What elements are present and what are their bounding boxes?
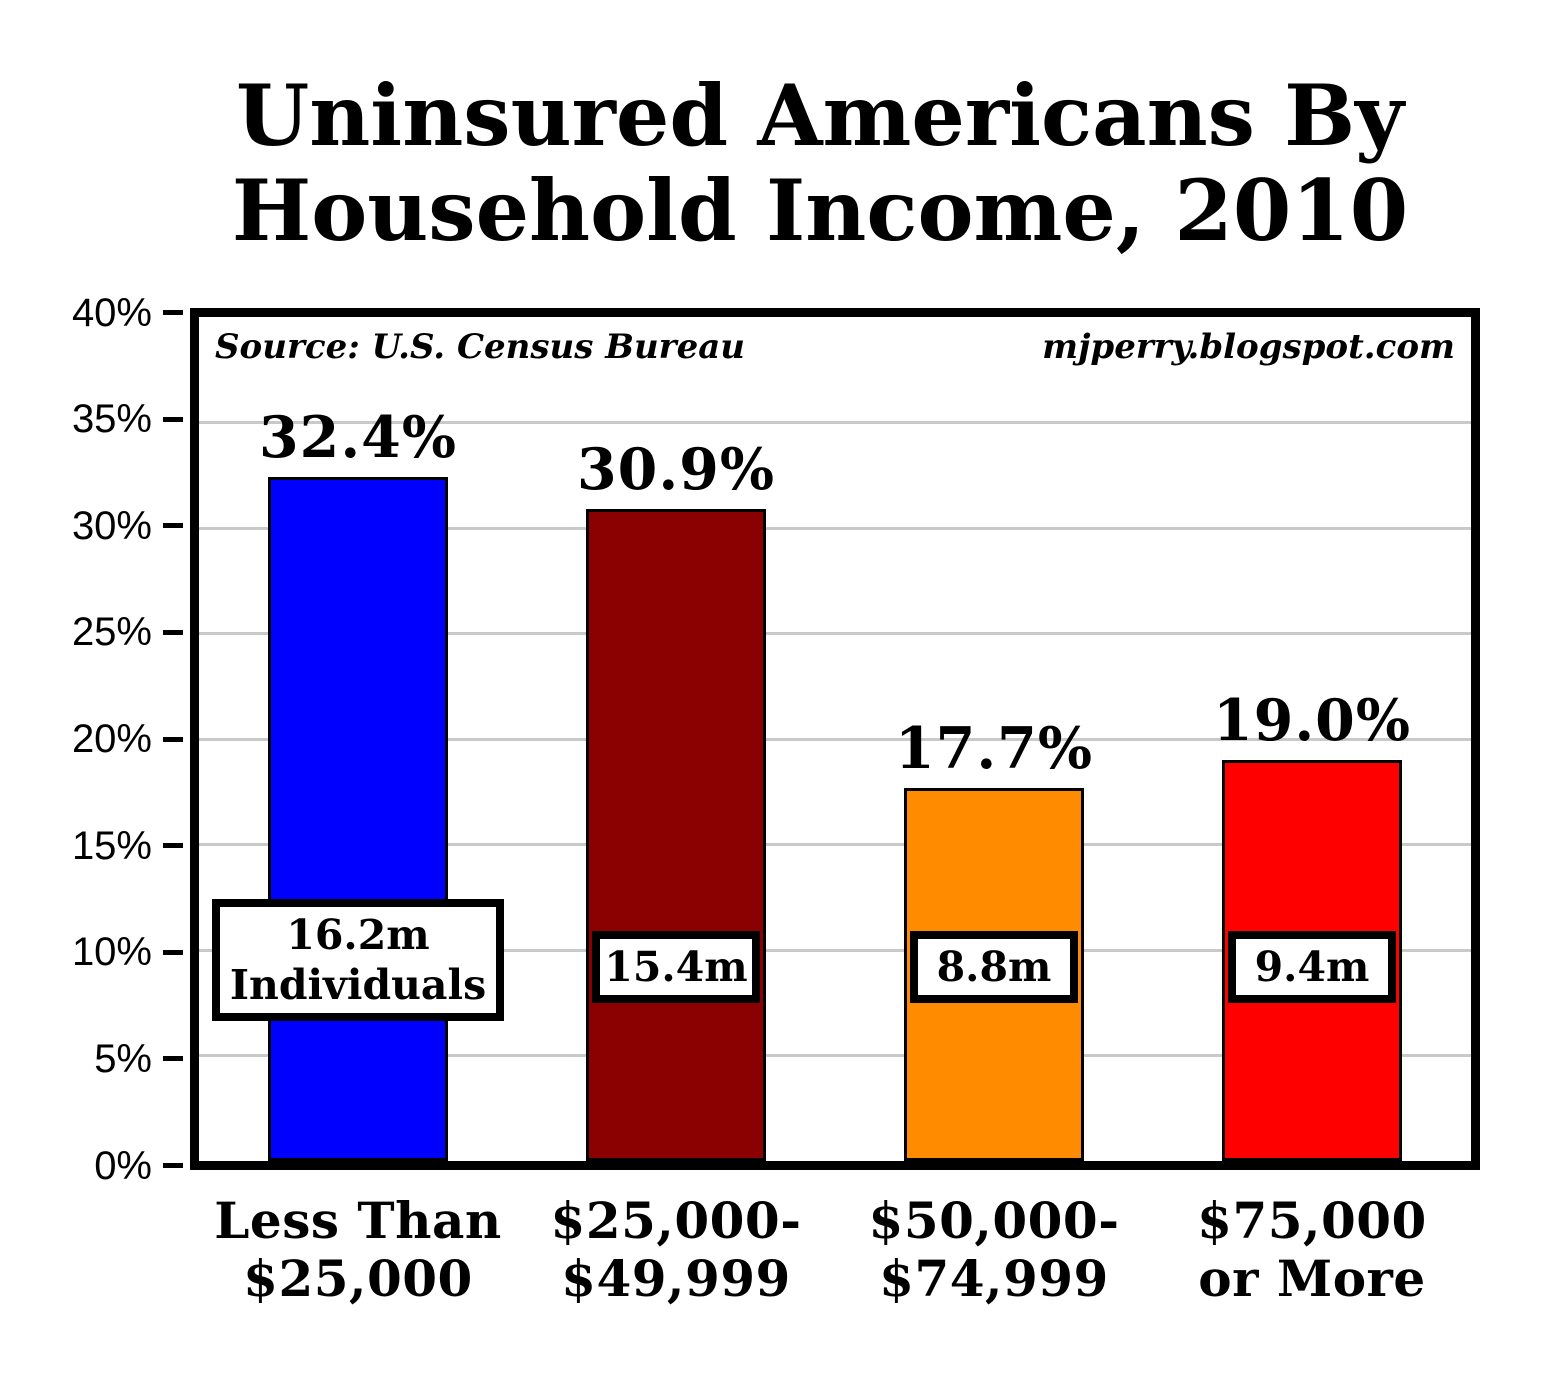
x-category-label: $50,000- $74,999: [868, 1191, 1120, 1308]
chart-title: Uninsured Americans By Household Income,…: [190, 68, 1450, 258]
x-category-label: Less Than $25,000: [214, 1191, 502, 1308]
bar-value-label: 17.7%: [895, 714, 1093, 782]
x-axis: Less Than $25,000 $25,000- $49,999 $50,000…: [199, 1192, 1471, 1352]
x-category-label: $75,000 or More: [1197, 1191, 1427, 1308]
gridline: [199, 737, 1471, 741]
y-tick: [163, 949, 183, 955]
watermark-url: mjperry.blogspot.com: [1042, 327, 1455, 367]
bar-count-badge: 8.8m: [910, 930, 1078, 1003]
bar-value-label: 30.9%: [577, 436, 775, 504]
gridline: [199, 1054, 1471, 1057]
chart-title-line2: Household Income, 2010: [231, 161, 1409, 260]
gridline: [199, 421, 1471, 424]
y-tick: [163, 1163, 183, 1168]
bar-count-badge: 15.4m: [592, 930, 760, 1003]
y-tick-label: 35%: [71, 397, 152, 442]
x-category-label: $25,000- $49,999: [550, 1191, 802, 1308]
plot-area: Source: U.S. Census Bureau mjperry.blogs…: [190, 308, 1480, 1170]
y-tick-label: 25%: [71, 610, 152, 655]
chart-title-line1: Uninsured Americans By: [235, 66, 1404, 165]
bar-count-badge: 16.2m Individuals: [212, 898, 504, 1021]
y-tick: [163, 1056, 183, 1062]
y-tick: [163, 416, 183, 422]
gridline: [199, 843, 1471, 846]
gridline: [199, 948, 1471, 952]
gridline: [199, 632, 1471, 635]
source-note: Source: U.S. Census Bureau: [215, 327, 745, 367]
gridline: [199, 526, 1471, 530]
y-tick-label: 15%: [71, 823, 152, 868]
bar-count-badge: 9.4m: [1228, 930, 1396, 1003]
y-tick: [163, 523, 183, 529]
y-tick-label: 0%: [94, 1143, 152, 1188]
y-tick-label: 5%: [94, 1036, 152, 1081]
y-tick: [163, 736, 183, 742]
y-tick: [163, 843, 183, 849]
y-tick-label: 20%: [71, 717, 152, 761]
y-tick-label: 30%: [71, 503, 152, 548]
bar: [268, 477, 448, 1161]
bar-value-label: 32.4%: [259, 404, 457, 472]
y-tick-label: 10%: [71, 930, 152, 975]
y-tick: [163, 310, 183, 315]
bar-value-label: 19.0%: [1213, 687, 1411, 755]
y-tick: [163, 629, 183, 635]
bar: [586, 509, 766, 1161]
y-tick-label: 40%: [71, 290, 152, 335]
y-axis: 0% 5% 10% 15% 20% 25% 30% 35% 40%: [0, 291, 190, 1188]
